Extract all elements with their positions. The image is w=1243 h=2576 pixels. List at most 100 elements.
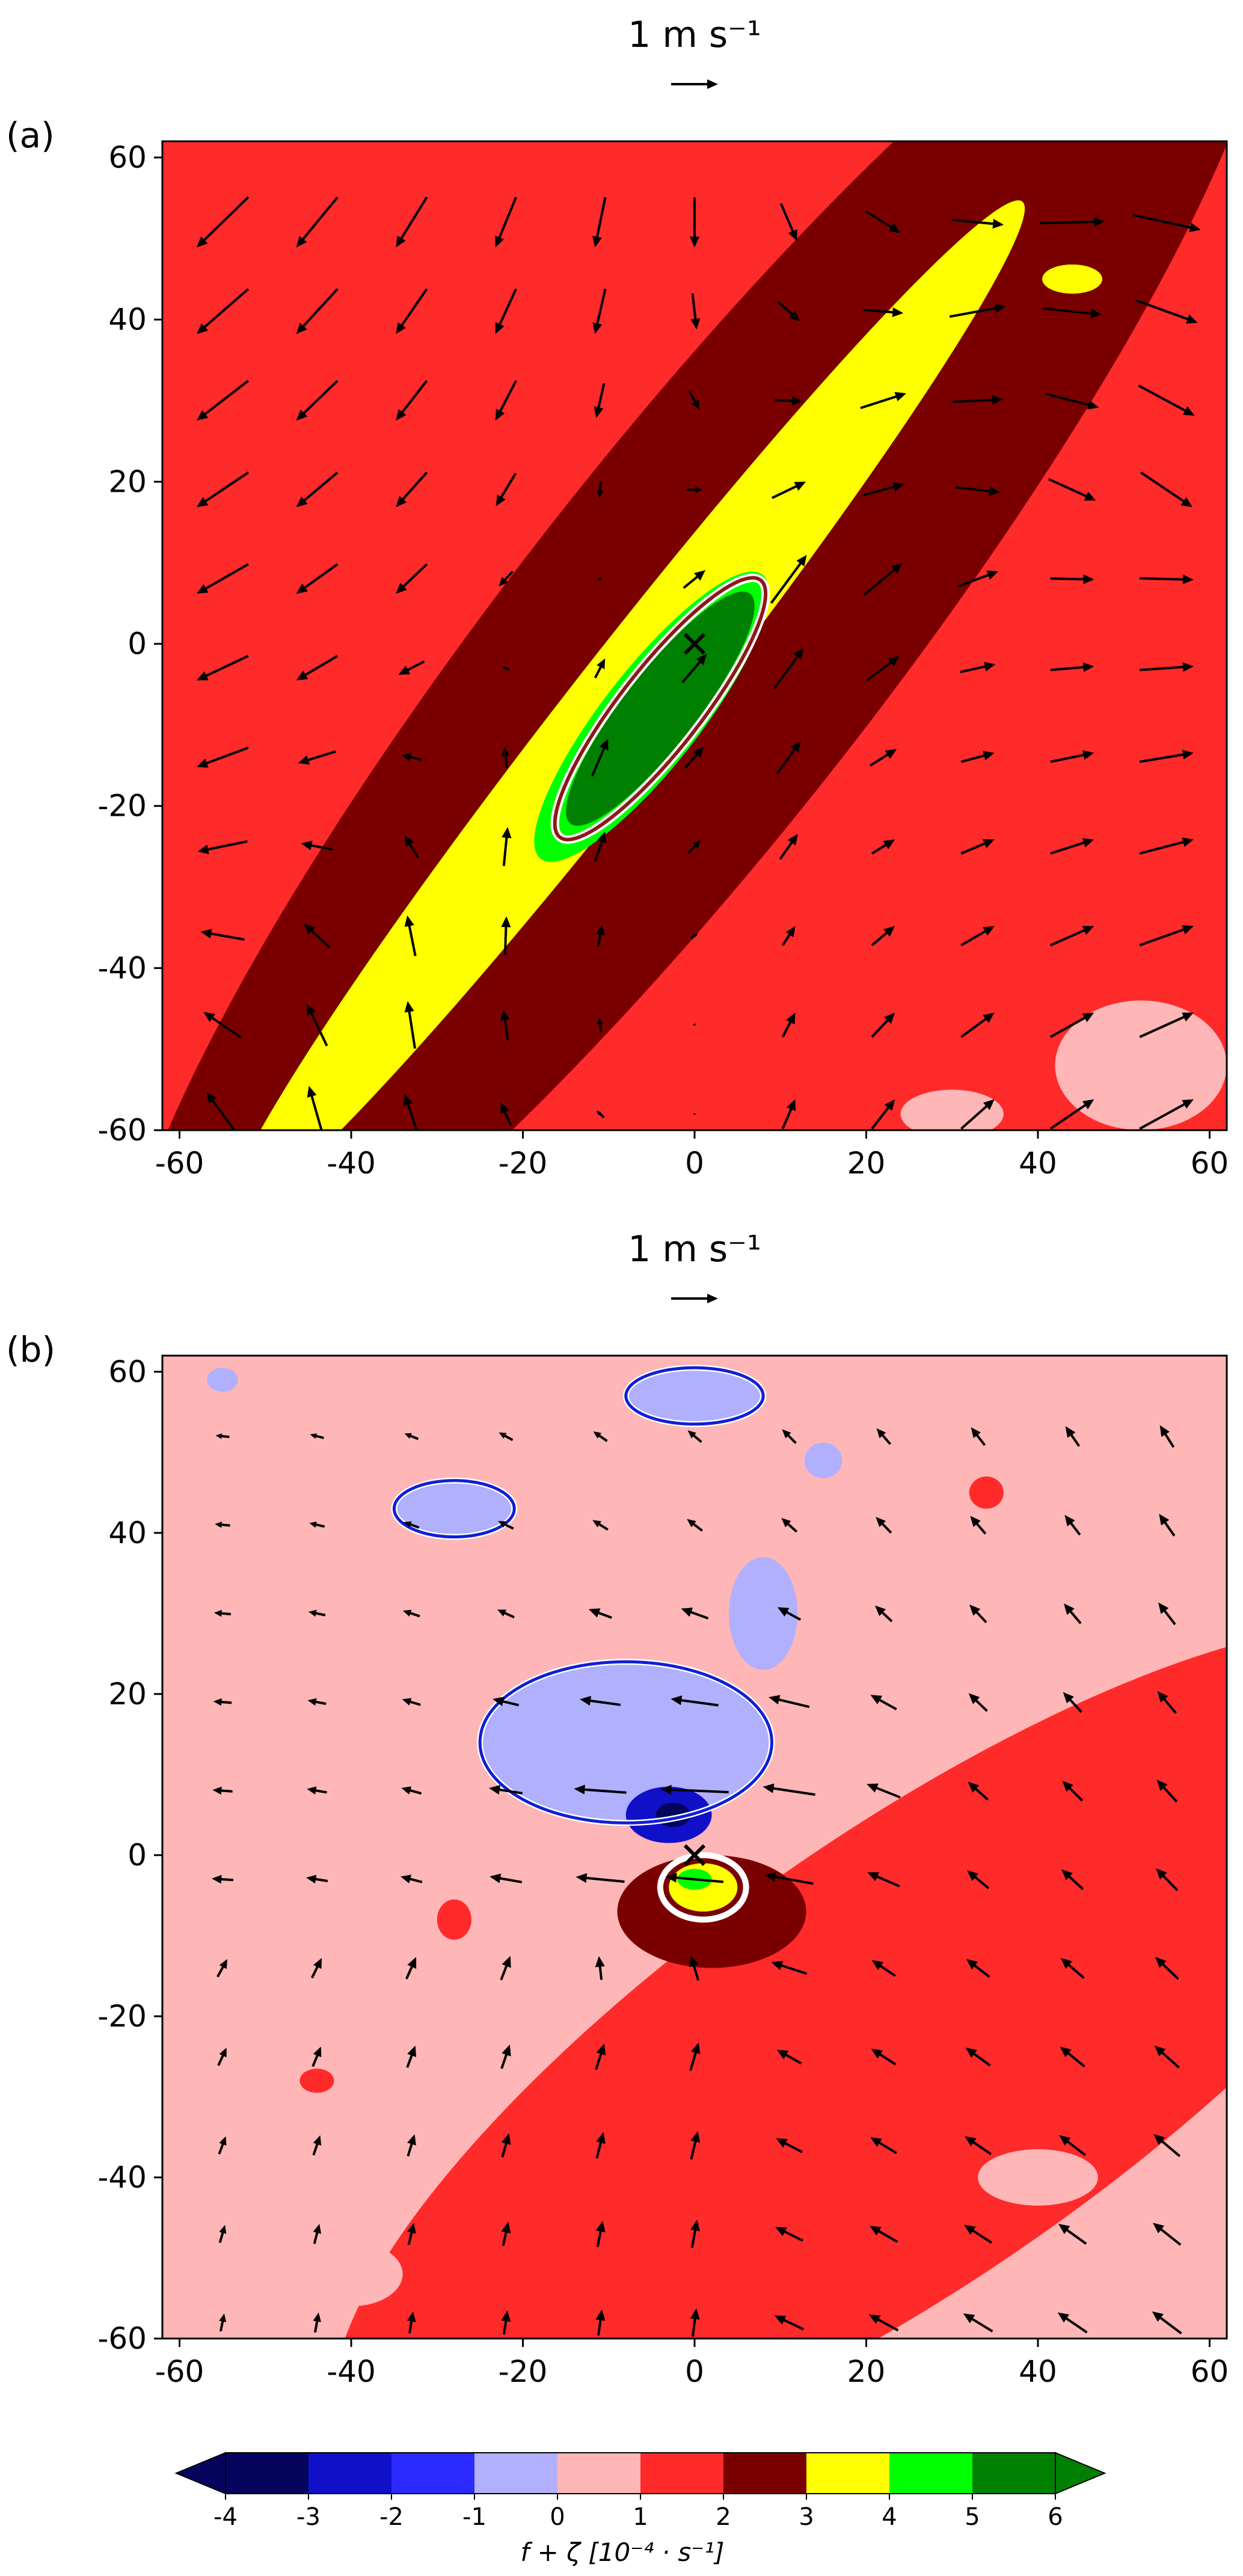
wind-vector (307, 1786, 327, 1795)
wind-vector (688, 391, 700, 410)
wind-vector (1064, 1514, 1081, 1536)
wind-vector (597, 577, 603, 581)
wind-vector (500, 1009, 510, 1041)
wind-vector (1155, 1957, 1179, 1980)
wind-vector (860, 392, 907, 409)
wind-vector (1049, 926, 1094, 947)
y-tick-label: 60 (108, 1354, 147, 1389)
wind-vector (776, 741, 801, 775)
wind-vector (404, 835, 420, 858)
wind-vector (396, 197, 428, 248)
wind-vector (497, 1609, 515, 1618)
panel-label-b: (b) (6, 1329, 55, 1370)
wind-vector (965, 2048, 991, 2067)
wind-vector (402, 1609, 420, 1618)
wind-vectors (197, 196, 1201, 1130)
wind-vector (968, 1781, 989, 1801)
wind-vector (955, 486, 1001, 497)
field-blob (299, 2242, 403, 2307)
wind-vector (592, 197, 607, 248)
wind-vector (1153, 2223, 1182, 2246)
contour-line (478, 1660, 773, 1825)
wind-vector (307, 1003, 328, 1047)
wind-vector (1063, 1692, 1082, 1713)
wind-vector (689, 2042, 701, 2071)
y-tick-label: 60 (108, 140, 147, 175)
wind-vector (501, 2133, 511, 2158)
colorbar-tick-label: 1 (633, 2503, 648, 2531)
wind-vector (215, 1522, 230, 1528)
colorbar-cell (889, 2453, 973, 2494)
x-tick-label: -40 (327, 2354, 376, 2389)
wind-vector (499, 571, 514, 587)
wind-vector (597, 1017, 603, 1033)
wind-vector (763, 1783, 815, 1796)
wind-vector (769, 1695, 810, 1709)
x-tick-label: 20 (847, 1146, 886, 1181)
wind-vector (690, 932, 698, 940)
wind-vector (496, 473, 517, 507)
wind-vector (871, 1012, 895, 1038)
wind-vector (296, 563, 339, 594)
field-blob (625, 1368, 764, 1424)
wind-vector (773, 647, 804, 690)
wind-vector (871, 1960, 896, 1977)
wind-vector (306, 1874, 328, 1884)
contour-line (392, 1479, 516, 1539)
contour-line (658, 1853, 748, 1921)
colorbar-cell (557, 2453, 641, 2494)
wind-vector (781, 1099, 796, 1130)
x-tick-label: -20 (499, 2354, 548, 2389)
wind-vector (401, 1786, 422, 1795)
colorbar-cell (972, 2453, 1056, 2494)
wind-vector (690, 2308, 700, 2337)
wind-vector (1152, 2311, 1182, 2335)
colorbar-tick-label: 5 (965, 2503, 980, 2531)
wind-vector (1050, 662, 1094, 672)
wind-vector (876, 1428, 892, 1445)
wind-vector (1059, 2135, 1087, 2156)
wind-vector (687, 1430, 702, 1443)
y-tick-label: 0 (127, 1838, 147, 1873)
contour-line (624, 1366, 765, 1426)
wind-vector (580, 1696, 621, 1706)
wind-vector (595, 924, 605, 947)
wind-vector (1065, 1426, 1081, 1447)
wind-vector (502, 827, 512, 866)
wind-vector (779, 834, 798, 860)
wind-vector (1140, 662, 1194, 672)
wind-vector (595, 2132, 606, 2159)
wind-vector (501, 2310, 511, 2335)
wind-vector (296, 196, 339, 248)
wind-vector (689, 197, 700, 248)
wind-vector (407, 2134, 416, 2157)
colorbar-tick-label: -1 (462, 2503, 486, 2531)
wind-vectors (212, 1425, 1182, 2337)
wind-vector (1153, 2134, 1181, 2158)
field-blob (804, 1442, 842, 1478)
wind-vector (200, 929, 245, 941)
wind-vector (501, 916, 511, 955)
wind-vector (501, 747, 510, 768)
wind-vector (666, 1873, 724, 1883)
wind-vector (595, 2309, 606, 2336)
wind-vector (1061, 1869, 1084, 1891)
vorticity-field (162, 141, 1227, 1130)
wind-vector (775, 396, 803, 406)
wind-vector (594, 831, 607, 862)
wind-vector (1139, 1099, 1194, 1130)
wind-vector (693, 1023, 696, 1026)
wind-vector (197, 563, 249, 594)
wind-vector (1157, 1690, 1177, 1714)
wind-vector (309, 1521, 325, 1528)
storm-center-marker (683, 1844, 706, 1867)
wind-vector (781, 926, 796, 946)
field-blob (900, 1089, 1004, 1130)
wind-vector (311, 1957, 322, 1978)
wind-vector (867, 1872, 900, 1888)
wind-vector (781, 1012, 796, 1038)
colorbar-tick-label: -4 (213, 2503, 238, 2531)
wind-vector (593, 1431, 608, 1442)
wind-vector (596, 1110, 605, 1119)
wind-vector (307, 1086, 327, 1130)
